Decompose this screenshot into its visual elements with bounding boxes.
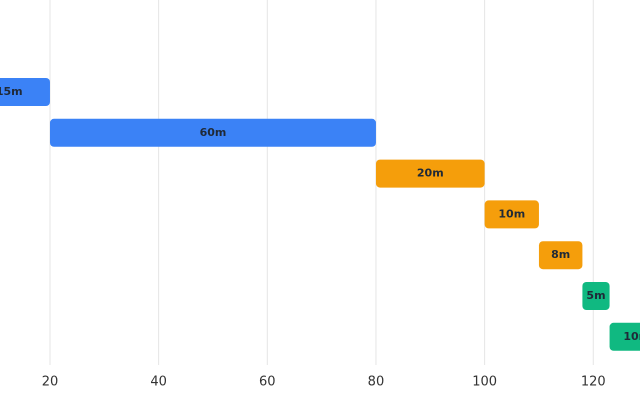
bar-label: 15m (0, 85, 23, 98)
bar-label: 10m (623, 330, 640, 343)
x-tick-label: 60 (259, 375, 276, 390)
bar (538, 241, 583, 270)
bar-label: 60m (200, 126, 227, 139)
x-tick-label: 100 (472, 375, 497, 390)
bar (609, 322, 640, 351)
x-tick-label: 40 (150, 375, 167, 390)
bar-label: 10m (498, 207, 525, 220)
bar (0, 78, 50, 106)
bar-label: 8m (551, 248, 570, 261)
x-tick-label: 80 (368, 375, 385, 390)
bar (484, 200, 539, 229)
bar-label: 20m (417, 167, 444, 180)
x-tick-label: 20 (42, 375, 59, 390)
bar-label: 5m (586, 289, 605, 302)
bar (582, 282, 610, 310)
bar (49, 118, 376, 147)
bar (375, 159, 485, 188)
x-tick-label: 120 (581, 375, 606, 390)
